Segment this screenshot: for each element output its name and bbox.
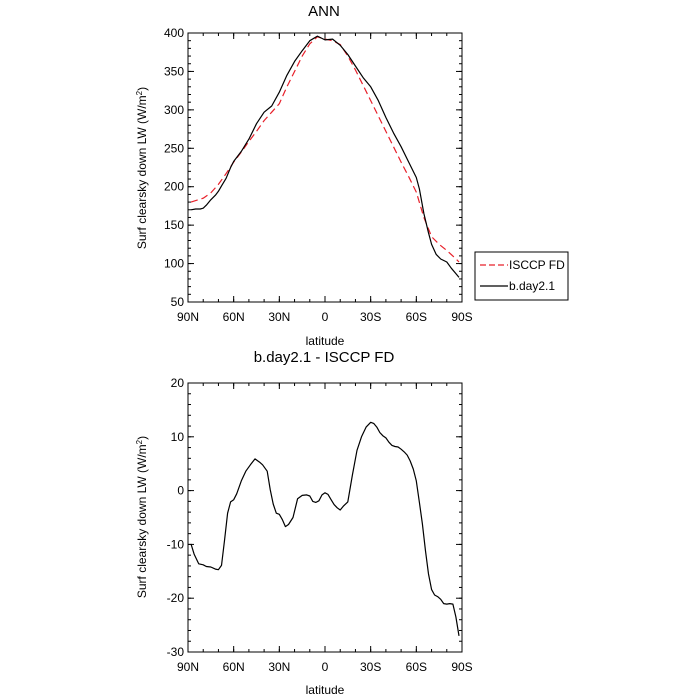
legend-label-isccp-fd: ISCCP FD <box>509 258 565 272</box>
top-x-tick-labels: 90N 60N 30N 0 30S 60S 90S <box>177 310 473 324</box>
bottom-x-axis-title: latitude <box>306 683 345 697</box>
series-line-isccp-fd <box>190 36 460 263</box>
top-y-tick-label: 150 <box>164 218 184 232</box>
top-y-tick-label: 400 <box>164 26 184 40</box>
top-plot-frame <box>187 32 463 303</box>
bottom-y-axis-title: Surf clearsky down LW (W/m2) <box>135 436 150 598</box>
top-x-tick-label: 30S <box>360 310 381 324</box>
bottom-x-tick-label: 60N <box>223 660 245 674</box>
bottom-y-tick-label: 10 <box>171 430 185 444</box>
top-y-tick-label: 50 <box>171 295 185 309</box>
bottom-x-tick-label: 90N <box>177 660 199 674</box>
top-x-tick-label: 0 <box>322 310 329 324</box>
top-series-lines <box>190 35 460 278</box>
top-x-tick-label: 60N <box>223 310 245 324</box>
panel-top-chart: ANN 50 100 150 200 250 300 350 400 90N 60N 30N 0 30… <box>135 3 569 348</box>
bottom-y-tick-label: 0 <box>177 484 184 498</box>
top-y-axis-title: Surf clearsky down LW (W/m2) <box>135 87 150 249</box>
top-x-tick-label: 60S <box>406 310 427 324</box>
bottom-series-lines <box>190 421 460 636</box>
legend-label-b-day2-1: b.day2.1 <box>509 279 555 293</box>
series-line-b-day2-1-isccp-fd <box>190 421 460 636</box>
legend: ISCCP FD b.day2.1 <box>474 251 569 301</box>
top-chart-title: ANN <box>308 3 340 20</box>
bottom-x-tick-label: 0 <box>322 660 329 674</box>
top-tick-marks <box>187 32 463 303</box>
top-x-tick-label: 90N <box>177 310 199 324</box>
bottom-x-tick-labels: 90N 60N 30N 0 30S 60S 90S <box>177 660 473 674</box>
bottom-y-tick-labels: -30 -20 -10 0 10 20 <box>167 376 185 659</box>
top-y-tick-label: 350 <box>164 64 184 78</box>
bottom-y-tick-label: -10 <box>167 537 185 551</box>
bottom-y-tick-label: -20 <box>167 591 185 605</box>
bottom-x-tick-label: 90S <box>451 660 472 674</box>
legend-box <box>474 251 569 301</box>
bottom-tick-marks <box>187 382 463 653</box>
bottom-chart-title: b.day2.1 - ISCCP FD <box>254 349 395 366</box>
top-y-tick-label: 250 <box>164 141 184 155</box>
bottom-y-tick-label: -30 <box>167 645 185 659</box>
series-line-b-day2-1 <box>190 35 460 278</box>
top-y-tick-label: 300 <box>164 103 184 117</box>
top-x-tick-label: 90S <box>451 310 472 324</box>
top-x-axis-title: latitude <box>306 334 345 348</box>
bottom-x-tick-label: 30N <box>268 660 290 674</box>
bottom-x-tick-label: 30S <box>360 660 381 674</box>
top-y-tick-label: 100 <box>164 257 184 271</box>
bottom-x-tick-label: 60S <box>406 660 427 674</box>
bottom-y-tick-label: 20 <box>171 376 185 390</box>
top-y-tick-label: 200 <box>164 180 184 194</box>
top-x-tick-label: 30N <box>268 310 290 324</box>
top-y-tick-labels: 50 100 150 200 250 300 350 400 <box>164 26 184 309</box>
panel-bottom-chart: b.day2.1 - ISCCP FD -30 -20 -10 0 10 20 90N 60… <box>135 349 473 697</box>
